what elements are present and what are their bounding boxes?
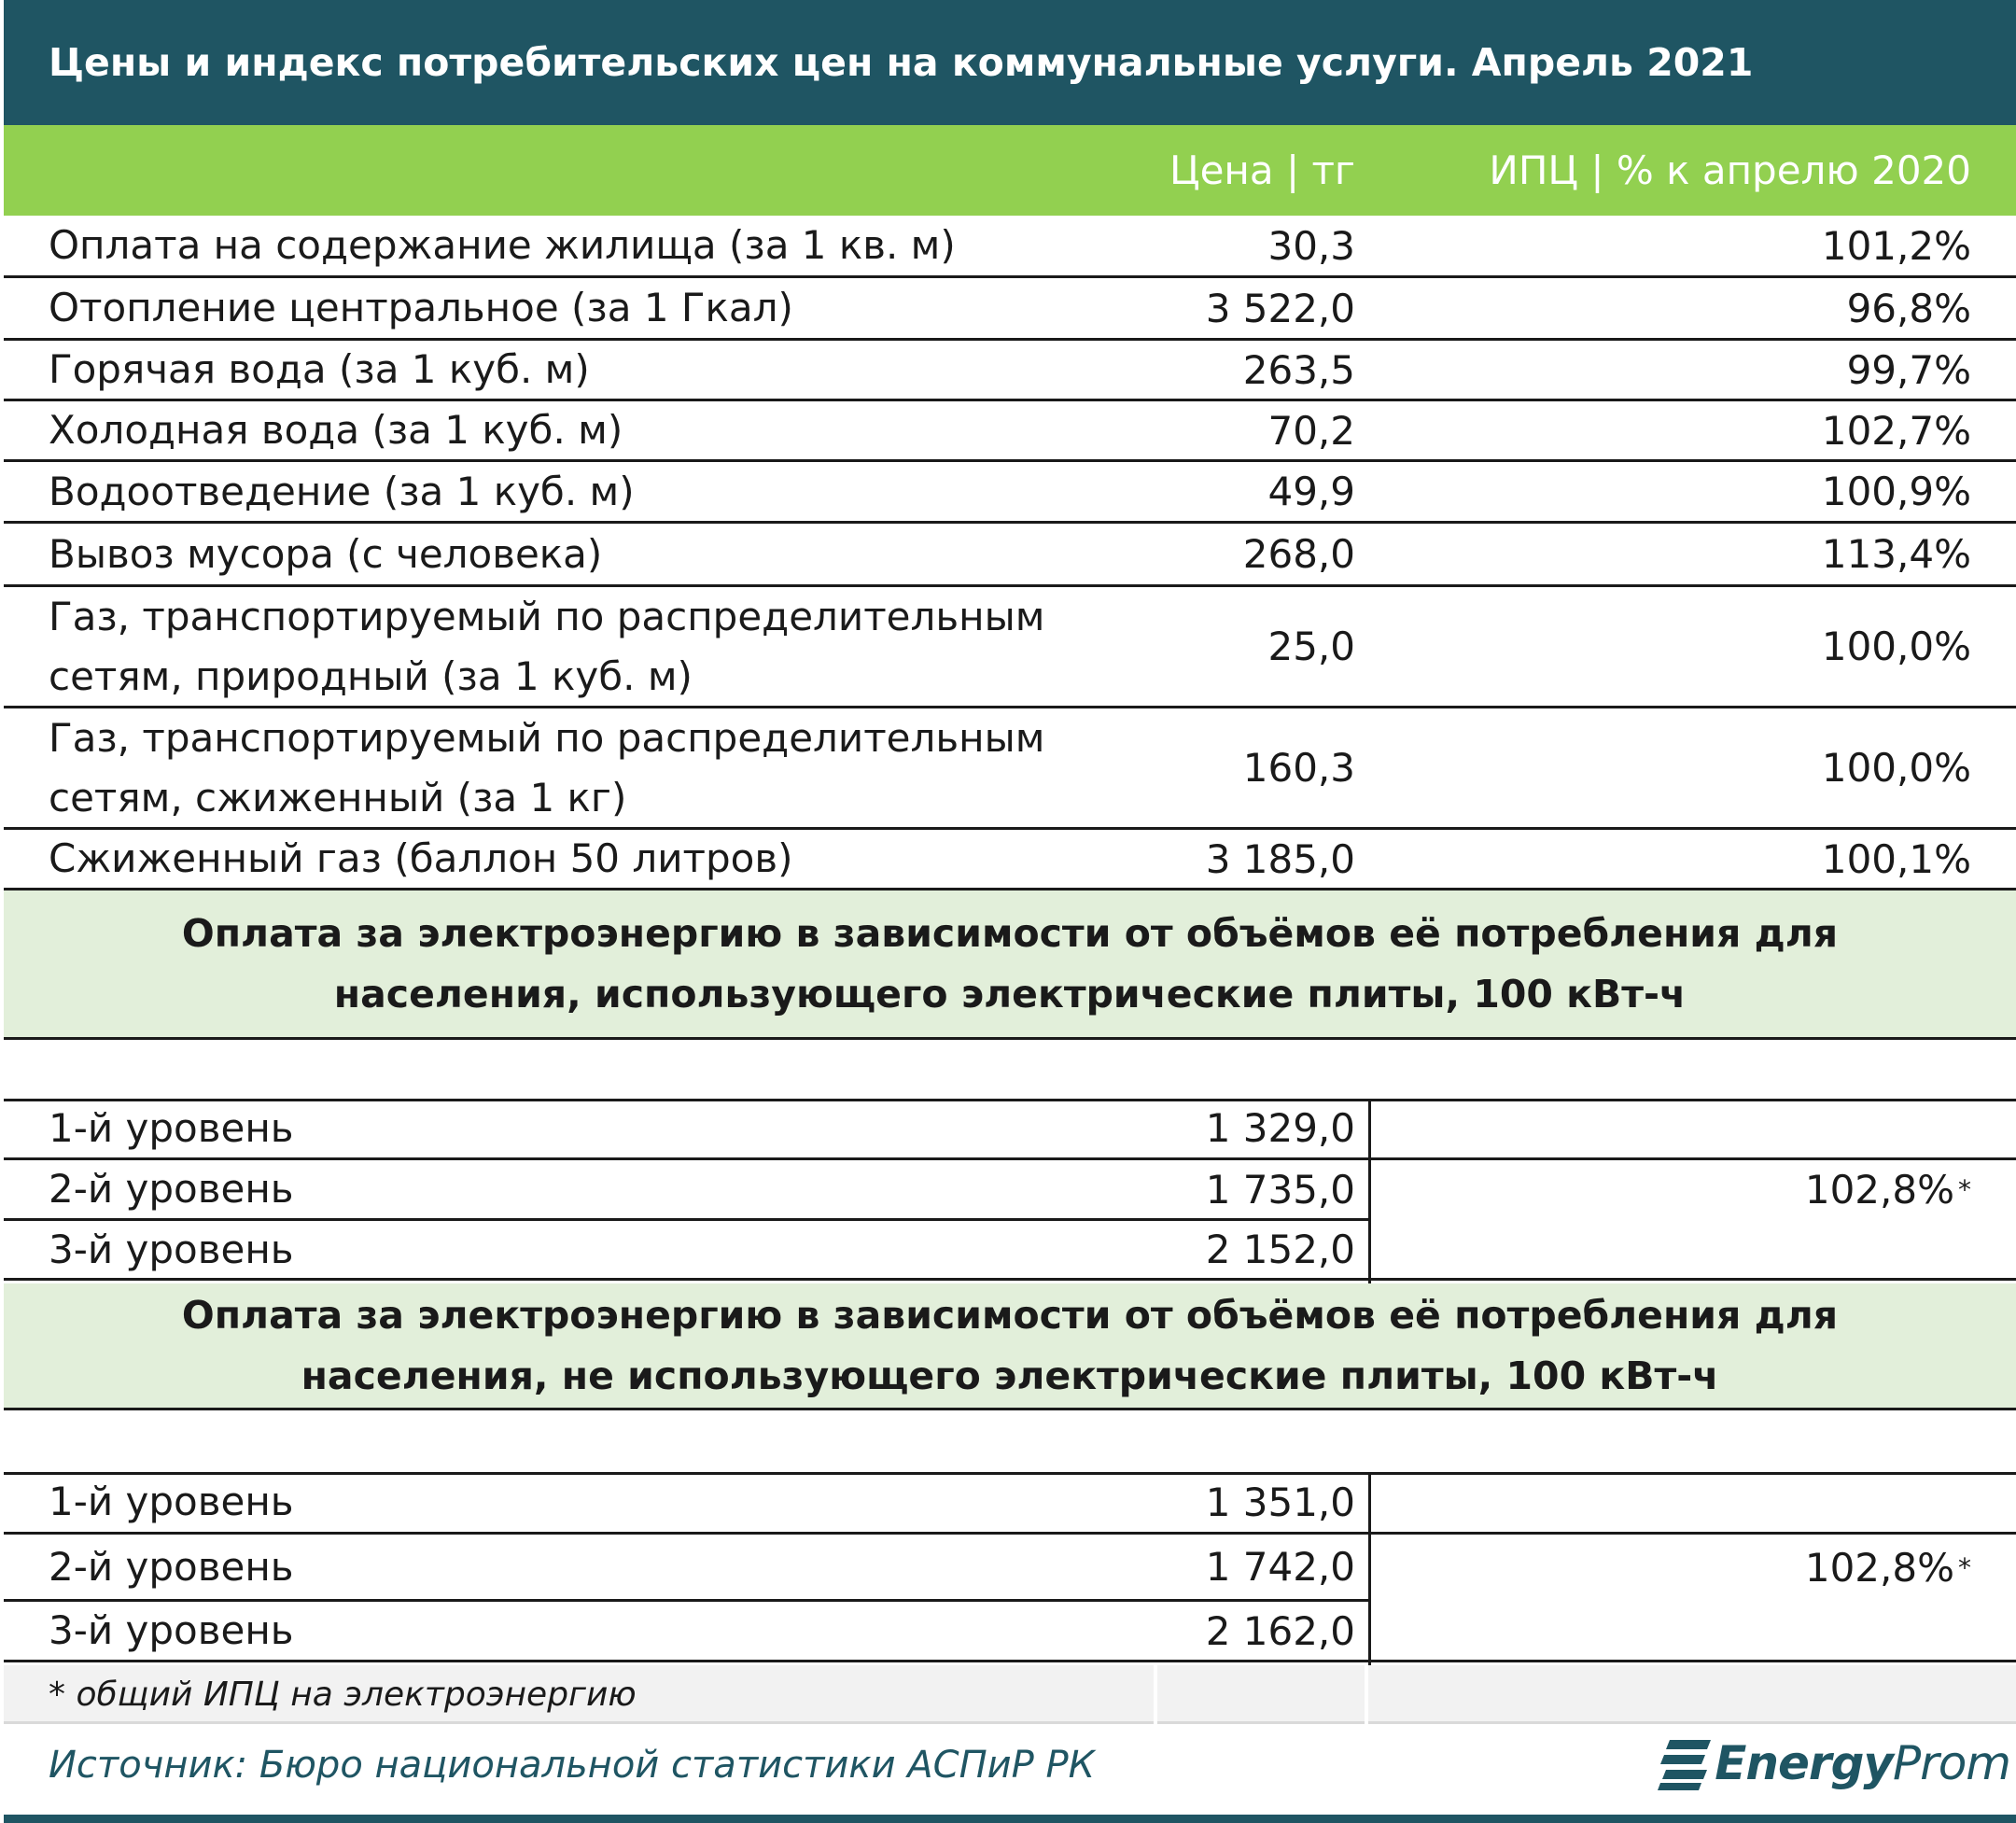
row-cpi: 102,7% (1821, 407, 1971, 454)
level-price: 1 351,0 (1205, 1479, 1355, 1525)
energyprom-logo: EnergyProm (1657, 1734, 2011, 1792)
column-divider (1368, 1099, 1371, 1283)
level-label: 1-й уровень (49, 1104, 294, 1151)
row-price: 3 522,0 (1205, 285, 1355, 331)
row-label: Водоотведение (за 1 куб. м) (49, 468, 635, 514)
footnote-mark: * (1958, 1174, 1971, 1205)
level-row: 2-й уровень 1 735,0 (4, 1160, 1368, 1221)
level-row: 3-й уровень 2 152,0 (4, 1221, 2016, 1281)
row-cpi: 100,0% (1821, 624, 1971, 669)
spacer-row (4, 1040, 2016, 1101)
level-row: 1-й уровень 1 351,0 (4, 1472, 2016, 1535)
row-label: Холодная вода (за 1 куб. м) (49, 407, 623, 453)
row-label: Оплата на содержание жилища (за 1 кв. м) (49, 222, 956, 268)
row-label: Сжиженный газ (баллон 50 литров) (49, 835, 793, 881)
row-price: 268,0 (1242, 531, 1355, 577)
row-cpi: 101,2% (1821, 222, 1971, 269)
header-cpi: ИПЦ | % к апрелю 2020 (1489, 147, 1971, 193)
row-label: Отопление центральное (за 1 Гкал) (49, 285, 793, 330)
merged-cpi-value: 102,8% (1804, 1544, 1954, 1591)
row-price: 25,0 (1267, 624, 1355, 669)
row-label: Газ, транспортируемый по распределительн… (49, 593, 1045, 699)
merged-cpi-cell: 102,8% * (1805, 1099, 1971, 1281)
source-note: Источник: Бюро национальной статистики А… (49, 1744, 1095, 1787)
logo-wordmark: EnergyProm (1715, 1736, 2011, 1790)
level-price: 1 735,0 (1205, 1166, 1355, 1213)
row-cpi: 100,0% (1821, 745, 1971, 791)
row-cpi: 100,1% (1821, 835, 1971, 882)
row-price: 263,5 (1242, 346, 1355, 393)
level-label: 3-й уровень (49, 1607, 294, 1653)
table-row: Горячая вода (за 1 куб. м) 263,5 99,7% (4, 341, 2016, 401)
row-cpi: 100,9% (1821, 469, 1971, 514)
table-row: Вывоз мусора (с человека) 268,0 113,4% (4, 524, 2016, 587)
section-title: Оплата за электроэнергию в зависимости о… (4, 1283, 2016, 1410)
level-label: 2-й уровень (49, 1166, 294, 1212)
row-price: 30,3 (1267, 222, 1355, 269)
table-title: Цены и индекс потребительских цен на ком… (4, 0, 2016, 125)
column-divider (1368, 1472, 1371, 1665)
table-row: Газ, транспортируемый по распределительн… (4, 708, 2016, 830)
row-cpi: 96,8% (1846, 285, 1971, 331)
logo-light: Prom (1892, 1736, 2011, 1790)
table-row: Газ, транспортируемый по распределительн… (4, 587, 2016, 708)
header-row: Цена | тг ИПЦ | % к апрелю 2020 (4, 125, 2016, 216)
level-price: 2 162,0 (1205, 1607, 1355, 1654)
section-title: Оплата за электроэнергию в зависимости о… (4, 890, 2016, 1040)
row-price: 49,9 (1267, 469, 1355, 514)
logo-bold: Energy (1715, 1736, 1894, 1790)
row-price: 160,3 (1242, 745, 1355, 791)
level-row: 2-й уровень 1 742,0 (4, 1535, 1368, 1602)
cell-divider (1154, 1665, 1157, 1724)
cell-divider (1365, 1665, 1368, 1724)
merged-cell-fill (1371, 1163, 2016, 1220)
merged-cpi-cell: 102,8% * (1805, 1472, 1971, 1662)
row-label: Вывоз мусора (с человека) (49, 530, 603, 577)
level-row: 1-й уровень 1 329,0 (4, 1099, 2016, 1160)
spacer-row (4, 1410, 2016, 1475)
header-price: Цена | тг (1169, 147, 1355, 193)
footnote: * общий ИПЦ на электроэнергию (4, 1665, 2016, 1724)
table-row: Холодная вода (за 1 куб. м) 70,2 102,7% (4, 401, 2016, 462)
table-row: Оплата на содержание жилища (за 1 кв. м)… (4, 216, 2016, 278)
level-label: 2-й уровень (49, 1543, 294, 1590)
row-price: 3 185,0 (1205, 835, 1355, 882)
level-price: 1 329,0 (1205, 1105, 1355, 1151)
table-row: Водоотведение (за 1 куб. м) 49,9 100,9% (4, 462, 2016, 524)
footnote-mark: * (1958, 1551, 1971, 1583)
level-label: 1-й уровень (49, 1479, 294, 1524)
merged-cpi-value: 102,8% (1804, 1167, 1954, 1213)
row-cpi: 113,4% (1821, 531, 1971, 577)
row-label: Горячая вода (за 1 куб. м) (49, 346, 590, 392)
level-row: 3-й уровень 2 162,0 (4, 1602, 2016, 1662)
bottom-rule (4, 1815, 2016, 1823)
row-price: 70,2 (1267, 407, 1355, 454)
row-label: Газ, транспортируемый по распределительн… (49, 714, 1045, 820)
level-price: 1 742,0 (1205, 1544, 1355, 1590)
row-cpi: 99,7% (1846, 346, 1971, 393)
logo-mark-icon (1658, 1740, 1712, 1790)
table-row: Сжиженный газ (баллон 50 литров) 3 185,0… (4, 830, 2016, 890)
level-price: 2 152,0 (1205, 1227, 1355, 1272)
table-row: Отопление центральное (за 1 Гкал) 3 522,… (4, 278, 2016, 341)
merged-cell-fill (1371, 1537, 2016, 1601)
level-label: 3-й уровень (49, 1226, 294, 1272)
